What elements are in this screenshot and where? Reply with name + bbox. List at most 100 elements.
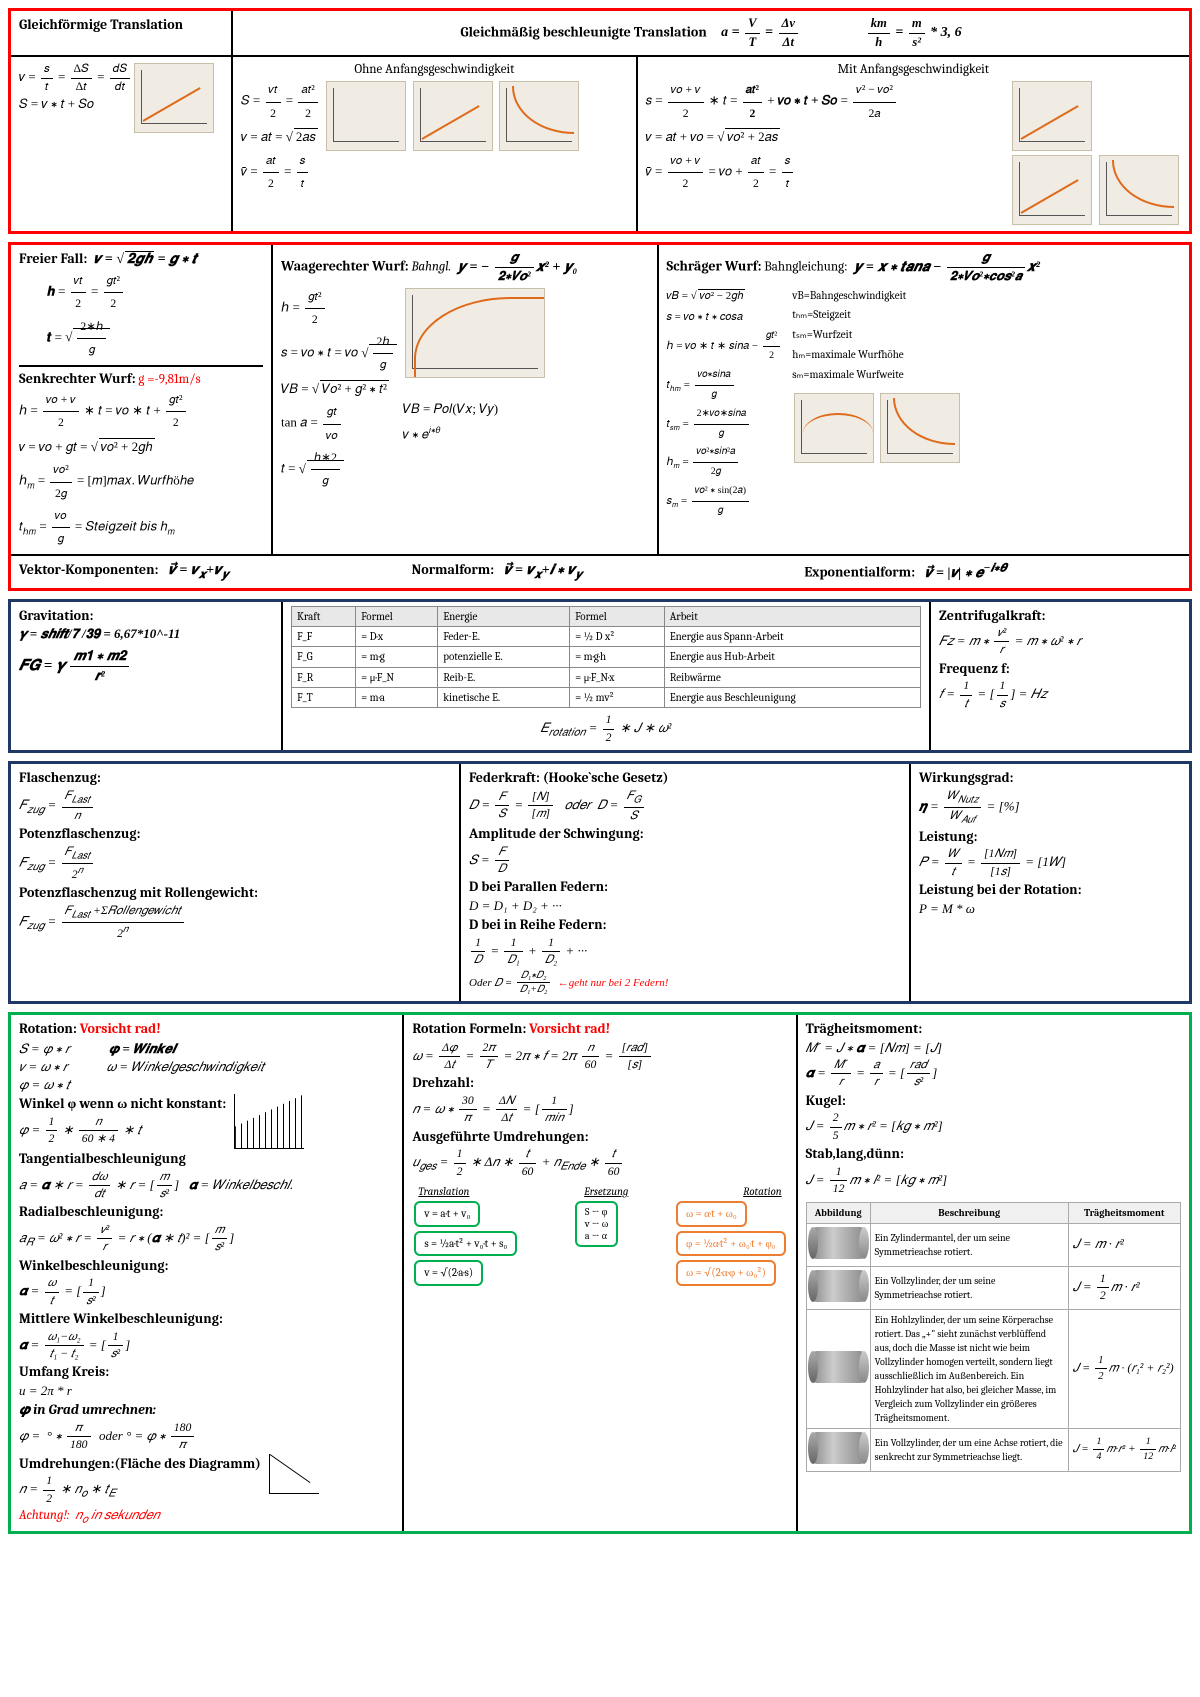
- alpha-avg: 𝜶 = 𝜔₁−𝜔₂𝑡₁ − 𝑡₂ = [1𝑠²]: [19, 1329, 394, 1363]
- heading-leistung-rot: Leistung bei der Rotation:: [919, 880, 1181, 900]
- waag-eq: 𝒚 = − 𝒈𝟐∗𝑽𝒐²𝒙² + 𝒚₀: [454, 260, 577, 275]
- heading-umfang: Umfang Kreis:: [19, 1362, 394, 1382]
- normalform-f: 𝒗⃗ = 𝒗𝒙+𝒊 ∗ 𝒗𝒚: [497, 563, 582, 578]
- rot-phiw: 𝜑 = 𝜔 ∗ 𝑡: [19, 1076, 394, 1094]
- senk-formulas: ℎ = 𝑣𝑜 + 𝑣2 ∗ 𝑡 = 𝑣𝑜 ∗ 𝑡 + 𝑔𝑡²2 𝑣 = 𝑣𝑜 +…: [19, 389, 263, 550]
- parallel-f: D = D₁ + D₂ + ···: [469, 897, 901, 915]
- kugel-f: 𝐽 = 25𝑚 ∗ 𝑟² = [𝑘𝑔 ∗ 𝑚²]: [806, 1110, 1181, 1144]
- heading-tangential: Tangentialbeschleunigung: [19, 1149, 394, 1169]
- heading-parallel: D bei Parallen Federn:: [469, 877, 901, 897]
- leistung-rot-f: P = M * ω: [919, 900, 1181, 918]
- formula-unit: kmh = ms² * 3, 6: [866, 25, 962, 40]
- heading-zentrifugal: Zentrifugalkraft:: [939, 606, 1181, 626]
- heading-flaschenzug: Flaschenzug:: [19, 768, 451, 788]
- bahngleichung-label: Bahngleichung:: [764, 260, 847, 275]
- heading-kugel: Kugel:: [806, 1091, 1181, 1111]
- uniform-formulas: 𝑣 = 𝑠𝑡 = Δ𝑆Δ𝑡 = 𝑑𝑆𝑑𝑡 𝑆 = 𝑣 ∗ 𝑡 + 𝑆𝑜: [19, 61, 132, 227]
- graph-uniform: [134, 63, 214, 133]
- mprime-f: 𝑀´ = 𝐽 ∗ 𝜶 = [𝑁𝑚] = [𝐽]: [806, 1039, 1181, 1057]
- heading-umdr: Umdrehungen:(Fläche des Diagramm): [19, 1454, 261, 1474]
- section-wurf: Freier Fall: 𝒗 = 𝟐𝒈𝒉 = 𝒈 ∗ 𝒕 𝒉 = 𝑣𝑡2 = 𝑔…: [8, 242, 1192, 590]
- moment-table: Abbildung Beschreibung Trägheitsmoment E…: [806, 1202, 1181, 1472]
- waag-formulas: ℎ = 𝑔𝑡²2 𝑠 = 𝑣𝑜 ∗ 𝑡 = 𝑣𝑜 2ℎ𝑔 𝑉𝐵 = 𝑉𝑜² + …: [281, 286, 397, 493]
- cylinder-icon: [811, 1270, 866, 1302]
- ff-formulas: 𝒉 = 𝑣𝑡2 = 𝑔𝑡²2 𝒕 = 2∗ℎ𝑔: [19, 270, 263, 361]
- schraeg-legend: vB=Bahngeschwindigkeit tₕₘ=Steigzeit tₛₘ…: [792, 286, 962, 521]
- subhead-mit: Mit Anfangsgeschwindigkeit: [646, 61, 1181, 79]
- heading-uniform: Gleichförmige Translation: [19, 16, 183, 33]
- heading-freier-fall: Freier Fall:: [19, 250, 87, 267]
- vektor-label: Vektor-Komponenten:: [19, 561, 158, 578]
- warn-rad-2: Vorsicht rad!: [529, 1020, 610, 1037]
- mit-formulas: 𝑠 = 𝑣𝑜 + 𝑣2 ∗ 𝑡 = 𝑎𝑡²2 + 𝑣𝑜 ∗ 𝑡 + 𝑆𝑜 = 𝑣…: [646, 79, 1006, 227]
- tang-f: 𝑎 = 𝜶 ∗ 𝑟 = 𝑑𝜔𝑑𝑡 ∗ 𝑟 = [𝑚𝑠²] 𝜶 = 𝑊𝑖𝑛𝑘𝑒𝑙𝑏…: [19, 1169, 394, 1203]
- schraeg-eq: 𝒚 = 𝒙 ∗ 𝒕𝒂𝒏𝒂 − 𝒈𝟐∗𝑽𝒐²∗𝒄𝒐𝒔²𝒂𝒙²: [850, 260, 1040, 275]
- gamma-def: 𝜸 = 𝒔𝒉𝒊𝒇𝒕/𝟕 /𝟑𝟗 = 6,67*10^-11: [19, 625, 273, 643]
- g-value: g =-9,81m/s: [138, 372, 200, 387]
- section-gravitation: Gravitation: 𝜸 = 𝒔𝒉𝒊𝒇𝒕/𝟕 /𝟑𝟗 = 6,67*10^-…: [8, 599, 1192, 754]
- section-flaschenzug: Flaschenzug: 𝐹𝑧𝑢𝑔 = 𝐹𝐿𝑎𝑠𝑡𝑛 Potenzflasche…: [8, 761, 1192, 1004]
- drehzahl-f: 𝑛 = 𝜔 ∗ 30𝜋 = Δ𝑁Δ𝑡 = [1𝑚𝑖𝑛]: [412, 1093, 787, 1127]
- cylinder-icon: [811, 1227, 866, 1259]
- erot-formula: 𝐸𝑟𝑜𝑡𝑎𝑡𝑖𝑜𝑛 = 12 ∗ 𝐽 ∗ 𝜔²: [291, 712, 921, 746]
- heading-wirkungsgrad: Wirkungsgrad:: [919, 768, 1181, 788]
- heading-federkraft: Federkraft: (Hooke`sche Gesetz): [469, 768, 901, 788]
- heading-accel: Gleichmäßig beschleunigte Translation: [460, 23, 706, 40]
- graph-waagerecht: [405, 288, 545, 378]
- graphs-mit: [1010, 79, 1181, 227]
- heading-waagerecht: Waagerechter Wurf:: [281, 258, 409, 275]
- heading-rot-formeln: Rotation Formeln:: [412, 1020, 526, 1037]
- cylinder-icon: [811, 1351, 866, 1383]
- heading-potenz-rolle: Potenzflaschenzug mit Rollengewicht:: [19, 883, 451, 903]
- ersetzung-box: S → φ v → ω a → α: [575, 1201, 619, 1247]
- heading-radial: Radialbeschleunigung:: [19, 1202, 394, 1222]
- uges-f: 𝑢𝑔𝑒𝑠 = 12 ∗ Δ𝑛 ∗ 𝑡60 + 𝑛𝐸𝑛𝑑𝑒 ∗ 𝑡60: [412, 1146, 787, 1180]
- expform-label: Exponentialform:: [804, 564, 915, 581]
- bahngl-label: Bahngl.: [411, 260, 451, 275]
- reihe-f: 1𝐷 = 1𝐷₁ + 1𝐷₂ + ···: [469, 935, 901, 969]
- col-ersetzung: Ersetzung: [584, 1184, 628, 1199]
- leistung-f: 𝑃 = 𝑊𝑡 = [1𝑁𝑚][1𝑠] = [1𝑊]: [919, 846, 1181, 880]
- cylinder-icon: [811, 1432, 866, 1464]
- heading-winkelbeschl: Winkelbeschleunigung:: [19, 1256, 394, 1276]
- normalform-label: Normalform:: [412, 561, 494, 578]
- section-rotation: Rotation: Vorsicht rad! 𝑆 = 𝜑 ∗ 𝑟 𝝋 = 𝑾𝒊…: [8, 1012, 1192, 1533]
- warn-rad-1: Vorsicht rad!: [80, 1020, 161, 1037]
- waag-graph-col: 𝑉𝐵 = 𝑃𝑜𝑙(𝑉𝑥; 𝑉𝑦) 𝑣 ∗ 𝑒𝑖∗𝜃: [403, 286, 547, 493]
- heading-mittlere: Mittlere Winkelbeschleunigung:: [19, 1309, 394, 1329]
- section-translation: Gleichförmige Translation Gleichmäßig be…: [8, 8, 1192, 234]
- heading-rotation: Rotation:: [19, 1020, 77, 1037]
- grad-f: 𝜑 = ° ∗ 𝜋180 oder ° = 𝜑 ∗ 180𝜋: [19, 1420, 394, 1454]
- col-rotation: Rotation: [743, 1184, 782, 1199]
- schraeg-formulas: 𝑣𝐵 = 𝑣𝑜² − 2𝑔ℎ 𝑠 = 𝑣𝑜 ∗ 𝑡 ∗ 𝑐𝑜𝑠𝑎 ℎ = 𝑣𝑜 …: [667, 286, 783, 521]
- vektor-f: 𝒗⃗ = 𝒗𝒙+𝒗𝒚: [161, 563, 228, 578]
- ff-main: 𝒗 = 𝟐𝒈𝒉 = 𝒈 ∗ 𝒕: [90, 252, 196, 267]
- heading-reihe: D bei in Reihe Federn:: [469, 915, 901, 935]
- formula-a: a = VT = ΔvΔt: [721, 25, 800, 40]
- heading-drehzahl: Drehzahl:: [412, 1073, 787, 1093]
- col-translation: Translation: [418, 1184, 469, 1199]
- umfang-f: u = 2π * r: [19, 1382, 394, 1400]
- fzug1: 𝐹𝑧𝑢𝑔 = 𝐹𝐿𝑎𝑠𝑡𝑛: [19, 788, 451, 824]
- heading-gravitation: Gravitation:: [19, 606, 273, 626]
- amp-f: 𝑆 = 𝐹𝐷: [469, 844, 901, 878]
- kraft-table: KraftFormelEnergieFormelArbeit F_F= D·xF…: [291, 606, 921, 709]
- stab-f: 𝐽 = 112𝑚 ∗ 𝑙² = [𝑘𝑔 ∗ 𝑚²]: [806, 1164, 1181, 1198]
- rotation-boxes: ω = α·t + ω₀ φ = ½α·t² + ω₀·t + φ₀ ω = √…: [674, 1199, 788, 1287]
- rot-sphi: 𝑆 = 𝜑 ∗ 𝑟 𝝋 = 𝑾𝒊𝒏𝒌𝒆𝒍: [19, 1040, 394, 1058]
- fzug2: 𝐹𝑧𝑢𝑔 = 𝐹𝐿𝑎𝑠𝑡2𝑛: [19, 844, 451, 883]
- heading-potenz: Potenzflaschenzug:: [19, 824, 451, 844]
- heading-winkel-nconst: Winkel φ wenn ω nicht konstant:: [19, 1094, 226, 1114]
- heading-frequenz: Frequenz f:: [939, 659, 1181, 679]
- warn-no: Achtung!: 𝑛𝑜 𝑖𝑛 𝑠𝑒𝑘𝑢𝑛𝑑𝑒𝑛: [19, 1507, 261, 1527]
- omega-f: 𝜔 = Δ𝜑Δ𝑡 = 2𝜋𝑇 = 2𝜋 ∗ 𝑓 = 2𝜋 𝑛60 = [𝑟𝑎𝑑]…: [412, 1040, 787, 1074]
- heading-grad: 𝝋 in Grad umrechnen:: [19, 1400, 394, 1420]
- subhead-ohne: Ohne Anfangsgeschwindigkeit: [241, 61, 628, 79]
- umdr-f: 𝑛 = 12 ∗ 𝑛𝑜 ∗ 𝑡𝐸: [19, 1473, 261, 1507]
- fz-formula: 𝐹𝑧 = 𝑚 ∗ 𝑣²𝑟 = 𝑚 ∗ 𝜔² ∗ 𝑟: [939, 625, 1181, 659]
- heading-schraeg: Schräger Wurf:: [667, 258, 762, 275]
- heading-traegheit: Trägheitsmoment:: [806, 1019, 1181, 1039]
- reihe-alt: Oder 𝐷 = 𝐷₁∗𝐷₂𝐷₁+𝐷₂ ←geht nur bei 2 Fede…: [469, 969, 901, 998]
- ohne-formulas: 𝑆 = 𝑣𝑡2 = 𝑎𝑡²2 𝑣 = 𝑎𝑡 = 2𝑎𝑠 𝑣̄ = 𝑎𝑡2 = 𝑠…: [241, 79, 320, 195]
- alpha2-f: 𝜶 = 𝑀´𝑟 = 𝑎𝑟 = [𝑟𝑎𝑑𝑠²]: [806, 1057, 1181, 1091]
